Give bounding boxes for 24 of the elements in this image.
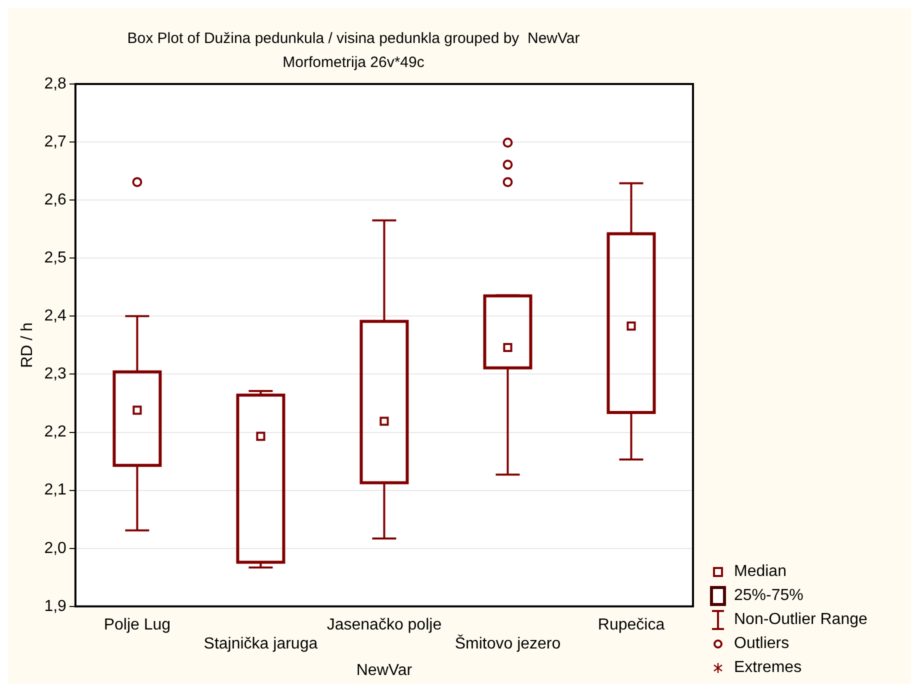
y-tick-label: 2,5 (44, 250, 67, 267)
y-tick-label: 2,3 (44, 366, 67, 383)
y-tick-label: 2,2 (44, 424, 67, 441)
text: Extremes (734, 658, 802, 678)
chart-title: Box Plot of Dužina pedunkula / visina pedunkla grouped by NewVar (127, 30, 580, 48)
y-tick-label: 1,9 (44, 598, 67, 615)
x-axis-title: NewVar (356, 662, 413, 679)
text: 25%-75% (734, 586, 804, 606)
x-tick-label: Jasenačko polje (326, 616, 442, 634)
text: Outliers (734, 634, 790, 654)
y-tick-label: 2,6 (44, 191, 67, 208)
text: Median (734, 562, 786, 582)
y-tick-label: 2,1 (44, 482, 67, 499)
y-tick-label: 2,4 (44, 308, 67, 325)
y-tick-label: 2,8 (44, 75, 67, 92)
x-tick-label: Polje Lug (104, 616, 171, 634)
y-tick-label: 2,0 (44, 540, 67, 557)
x-tick-label: Stajnička jaruga (204, 636, 318, 653)
x-tick-label: Šmitovo jezero (454, 634, 561, 653)
chart-subtitle: Morfometrija 26v*49c (282, 54, 425, 72)
y-tick-label: 2,7 (44, 133, 67, 150)
x-tick-label: Rupečica (598, 616, 665, 634)
y-axis-title: RD / h (19, 322, 36, 368)
text: Non-Outlier Range (734, 610, 868, 630)
